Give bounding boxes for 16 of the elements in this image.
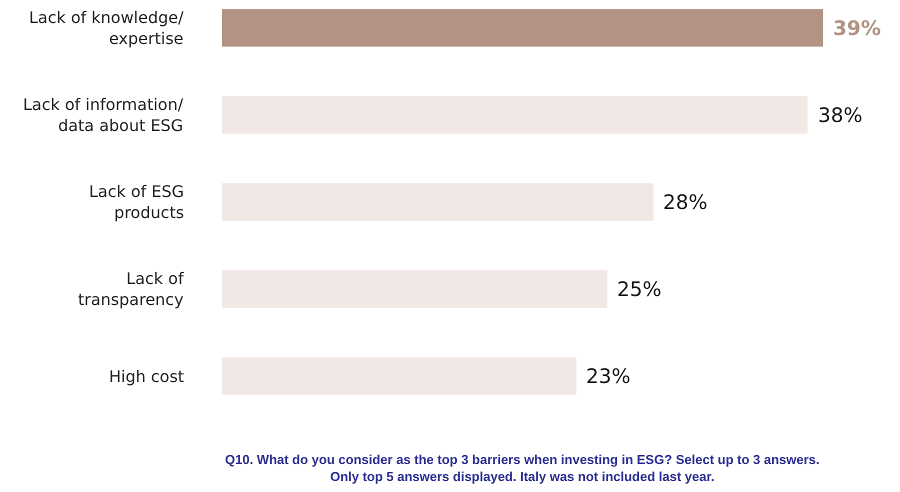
y-tick-label: Lack of transparency [78,269,184,309]
y-tick-label: Lack of ESG products [89,182,184,222]
data-label: 39% [833,16,881,40]
y-tick-label: Lack of knowledge/ expertise [29,8,184,48]
bar [222,183,654,221]
bar [222,357,576,395]
data-label: 38% [818,103,862,127]
bar [222,96,808,134]
data-label: 28% [663,190,708,214]
data-label: 25% [617,277,662,301]
text: Q10. What do you consider as the top 3 barriers when investing in ESG? Select up to 3 answers. Only top 5 answers displayed. Italy was not included last year. [225,452,820,484]
bar [222,270,608,308]
y-tick-label: Lack of information/ data about ESG [23,95,184,135]
data-label: 23% [586,364,630,388]
bar [222,9,823,47]
y-tick-label: High cost [109,367,184,386]
